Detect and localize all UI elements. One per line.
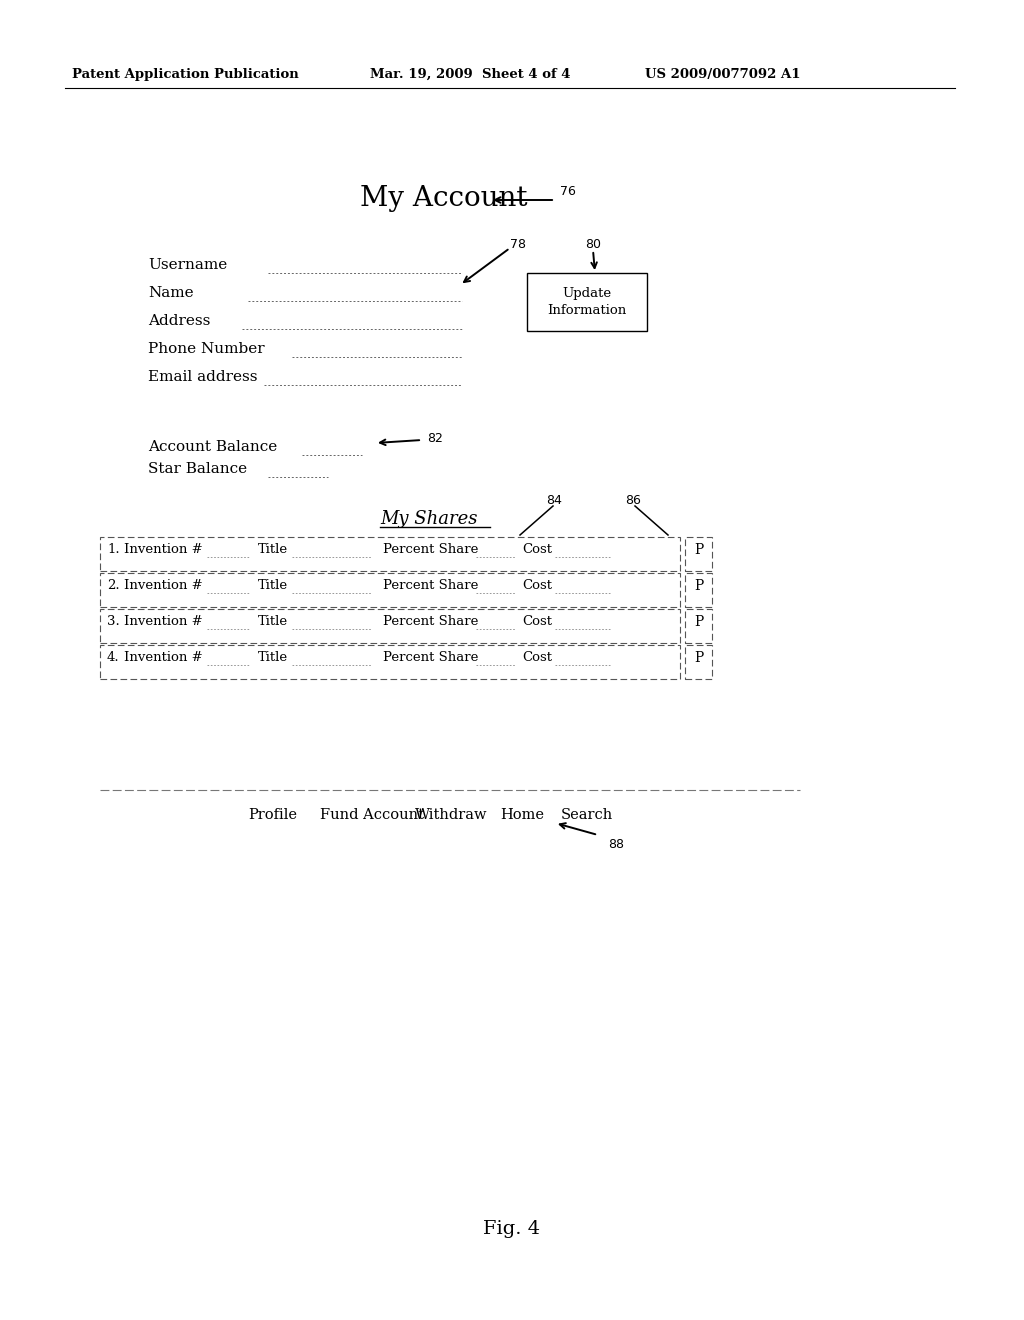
Text: Search: Search — [561, 808, 613, 822]
Text: Title: Title — [258, 543, 288, 556]
Bar — [685, 573, 712, 607]
Bar — [100, 609, 680, 643]
Text: Cost: Cost — [522, 579, 552, 591]
Bar — [100, 645, 680, 678]
Text: Cost: Cost — [522, 615, 552, 628]
Text: 88: 88 — [608, 838, 624, 851]
Text: Update
Information: Update Information — [548, 286, 627, 318]
Text: Withdraw: Withdraw — [415, 808, 487, 822]
Text: My Shares: My Shares — [380, 510, 477, 528]
Text: Title: Title — [258, 579, 288, 591]
Text: 1.: 1. — [106, 543, 120, 556]
Text: Username: Username — [148, 257, 227, 272]
Text: Address: Address — [148, 314, 210, 327]
Text: 82: 82 — [427, 432, 442, 445]
Text: Percent Share: Percent Share — [383, 615, 478, 628]
Text: P: P — [694, 651, 703, 665]
Bar — [685, 645, 712, 678]
Bar — [100, 537, 680, 572]
Text: 84: 84 — [546, 494, 562, 507]
Text: Invention #: Invention # — [124, 615, 203, 628]
Text: Account Balance: Account Balance — [148, 440, 278, 454]
Text: Title: Title — [258, 651, 288, 664]
Text: Title: Title — [258, 615, 288, 628]
Text: Mar. 19, 2009  Sheet 4 of 4: Mar. 19, 2009 Sheet 4 of 4 — [370, 69, 570, 81]
Text: Profile: Profile — [248, 808, 297, 822]
Text: Invention #: Invention # — [124, 651, 203, 664]
Text: 2.: 2. — [106, 579, 120, 591]
Text: 76: 76 — [560, 185, 575, 198]
Text: Percent Share: Percent Share — [383, 579, 478, 591]
Text: Fig. 4: Fig. 4 — [483, 1220, 541, 1238]
Text: P: P — [694, 579, 703, 593]
Text: Invention #: Invention # — [124, 579, 203, 591]
Text: Percent Share: Percent Share — [383, 543, 478, 556]
Bar — [100, 573, 680, 607]
Text: Fund Account: Fund Account — [319, 808, 424, 822]
Text: 4.: 4. — [106, 651, 120, 664]
Text: Name: Name — [148, 286, 194, 300]
Text: Invention #: Invention # — [124, 543, 203, 556]
Text: P: P — [694, 543, 703, 557]
Bar — [685, 609, 712, 643]
Text: Email address: Email address — [148, 370, 257, 384]
Text: 80: 80 — [585, 238, 601, 251]
Text: Star Balance: Star Balance — [148, 462, 247, 477]
Text: 86: 86 — [625, 494, 641, 507]
Text: US 2009/0077092 A1: US 2009/0077092 A1 — [645, 69, 801, 81]
Text: Patent Application Publication: Patent Application Publication — [72, 69, 299, 81]
Bar — [527, 273, 647, 331]
Text: Cost: Cost — [522, 543, 552, 556]
Text: Phone Number: Phone Number — [148, 342, 264, 356]
Text: Home: Home — [500, 808, 544, 822]
Text: My Account: My Account — [360, 185, 527, 213]
Text: 3.: 3. — [106, 615, 120, 628]
Bar — [685, 537, 712, 572]
Text: P: P — [694, 615, 703, 630]
Text: Cost: Cost — [522, 651, 552, 664]
Text: Percent Share: Percent Share — [383, 651, 478, 664]
Text: 78: 78 — [510, 238, 526, 251]
